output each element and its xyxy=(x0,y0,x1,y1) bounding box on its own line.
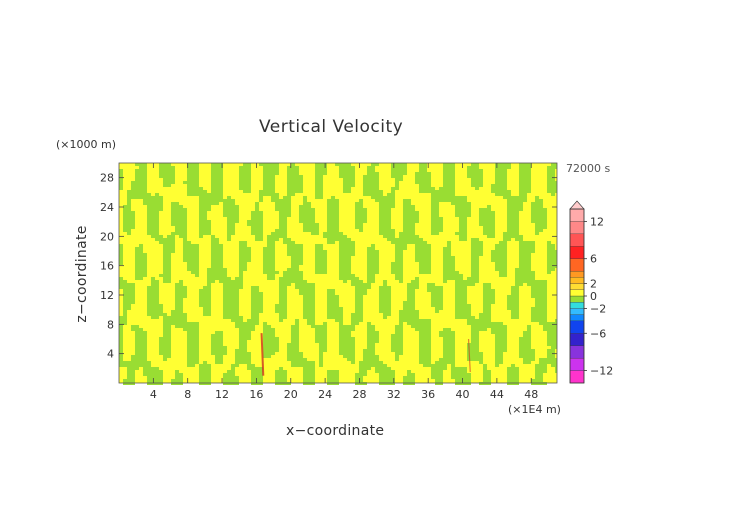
colorbar-tick-label: 6 xyxy=(590,253,597,266)
colorbar-band xyxy=(569,277,585,284)
plot-frame xyxy=(118,162,558,384)
x-tick-label: 40 xyxy=(456,388,470,401)
y-tick-label: 8 xyxy=(107,318,114,331)
colorbar-tick-label: −2 xyxy=(590,302,606,315)
colorbar-band xyxy=(569,208,585,222)
x-tick-label: 28 xyxy=(352,388,366,401)
colorbar-band xyxy=(569,320,585,334)
field-negative-region xyxy=(119,163,557,385)
x-tick-label: 16 xyxy=(249,388,263,401)
colorbar: 12 6 20−2 −6 −12 xyxy=(569,200,613,384)
colorbar-band xyxy=(569,233,585,247)
source-streak-right xyxy=(467,338,471,373)
y-tick-label: 20 xyxy=(100,230,114,243)
colorbar-band xyxy=(569,302,585,309)
time-label: 72000 s xyxy=(566,162,611,175)
colorbar-band xyxy=(569,283,585,290)
x-axis-label: x−coordinate xyxy=(286,423,385,439)
colorbar-band xyxy=(569,357,585,371)
colorbar-band xyxy=(569,289,585,297)
colorbar-band xyxy=(569,370,585,384)
y-tick-label: 24 xyxy=(100,201,114,214)
colorbar-extend-arrow xyxy=(569,200,585,210)
x-tick-label: 12 xyxy=(215,388,229,401)
x-axis-unit: (×1E4 m) xyxy=(508,403,561,416)
x-tick-label: 36 xyxy=(421,388,435,401)
colorbar-band xyxy=(569,246,585,259)
y-tick-label: 16 xyxy=(100,260,114,273)
colorbar-tick-label: −12 xyxy=(590,365,613,378)
x-tick-label: 24 xyxy=(318,388,332,401)
y-tick-label: 4 xyxy=(107,348,114,361)
x-tick-label: 32 xyxy=(387,388,401,401)
y-axis-unit: (×1000 m) xyxy=(56,138,117,151)
y-tick-label: 28 xyxy=(100,172,114,185)
colorbar-tick-label: −6 xyxy=(590,327,606,340)
x-tick-label: 4 xyxy=(150,388,157,401)
colorbar-tick-label: 12 xyxy=(590,215,604,228)
colorbar-band xyxy=(569,221,585,235)
x-tick-label: 44 xyxy=(490,388,504,401)
colorbar-tick-label: 2 xyxy=(590,278,597,291)
source-streak-left xyxy=(260,333,265,376)
velocity-field xyxy=(119,163,557,385)
x-tick-label: 20 xyxy=(284,388,298,401)
field-background xyxy=(119,163,557,383)
x-tick-label: 48 xyxy=(524,388,538,401)
colorbar-band xyxy=(569,270,585,278)
x-tick-label: 8 xyxy=(184,388,191,401)
y-tick-label: 12 xyxy=(100,289,114,302)
colorbar-band xyxy=(569,314,585,322)
colorbar-band xyxy=(569,345,585,359)
colorbar-band xyxy=(569,308,585,315)
colorbar-band xyxy=(569,295,585,303)
colorbar-band xyxy=(569,258,585,272)
chart-title: Vertical Velocity xyxy=(259,117,404,137)
colorbar-tick-label: 0 xyxy=(590,290,597,303)
colorbar-band xyxy=(569,333,585,346)
